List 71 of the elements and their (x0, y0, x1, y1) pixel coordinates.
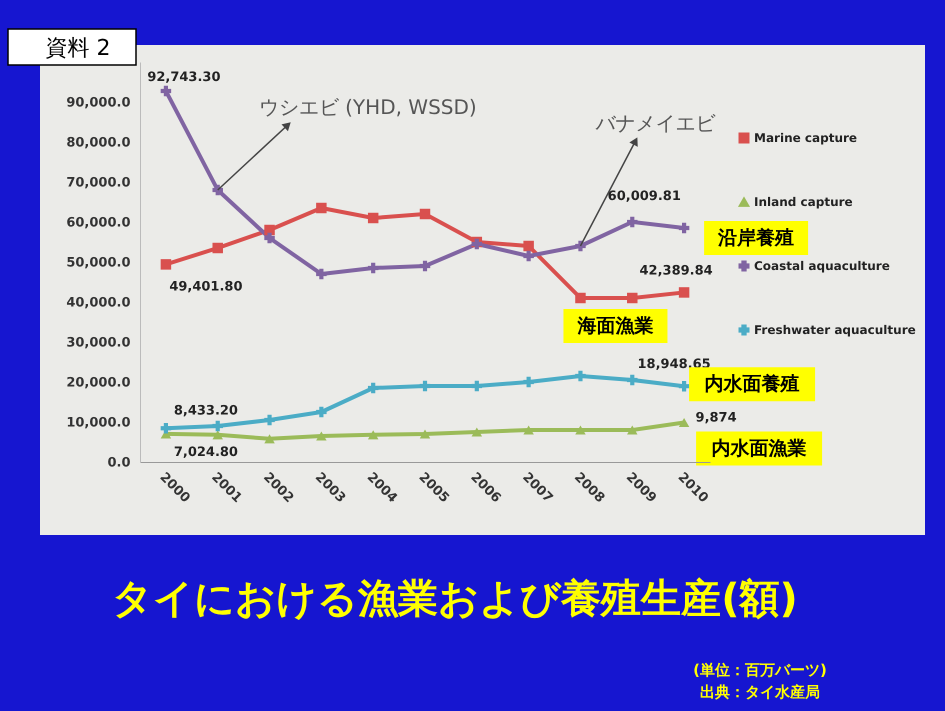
point (575, 370, 586, 382)
point (368, 430, 378, 440)
annotation: 内水面養殖 (704, 373, 800, 396)
point (316, 431, 327, 441)
y-tick-label: 10,000.0 (66, 416, 130, 430)
text: タイにおける漁業および養殖生産(額) (112, 576, 798, 622)
legend-label: Marine capture (754, 131, 858, 145)
y-tick-label: 90,000.0 (66, 96, 130, 110)
point (316, 268, 327, 280)
point (160, 86, 172, 96)
source-note: 出典：タイ水産局 (700, 683, 820, 701)
point (368, 262, 378, 274)
point (368, 382, 378, 394)
point (523, 240, 534, 252)
annotation: ウシエビ (YHD, WSSD) (258, 95, 477, 119)
legend-label: Inland capture (754, 195, 853, 209)
point (678, 380, 690, 392)
point (264, 434, 275, 444)
text: 資料 2 (46, 36, 110, 61)
annotation: バナメイエビ (594, 111, 716, 135)
annotation: 海面漁業 (576, 315, 654, 337)
legend-label: Freshwater aquaculture (754, 323, 916, 337)
point (420, 429, 430, 439)
point (472, 380, 482, 392)
point (212, 242, 223, 254)
y-tick-label: 50,000.0 (66, 256, 130, 270)
point (212, 184, 223, 196)
point (212, 430, 223, 440)
point (678, 222, 690, 234)
point (678, 418, 690, 428)
y-tick-label: 80,000.0 (66, 136, 130, 150)
text: (単位：百万バーツ) (693, 661, 827, 679)
point (420, 260, 430, 272)
point (316, 406, 327, 418)
data-label: 18,948.65 (637, 357, 711, 372)
data-label: 60,009.81 (608, 188, 681, 204)
data-label: 8,433.20 (174, 403, 238, 418)
point (368, 212, 378, 224)
point (678, 287, 690, 298)
data-label: 42,389.84 (639, 263, 713, 278)
point (472, 427, 482, 437)
y-tick-label: 60,000.0 (66, 216, 130, 230)
point (523, 376, 534, 388)
point (523, 425, 534, 435)
point (160, 423, 172, 434)
point (627, 216, 638, 228)
data-label: 92,743.30 (147, 70, 221, 86)
point (575, 425, 586, 435)
y-tick-label: 40,000.0 (66, 296, 130, 310)
point (212, 420, 223, 432)
point (627, 425, 638, 435)
y-tick-label: 0.0 (107, 456, 130, 470)
annotation: 内水面漁業 (712, 438, 807, 460)
point (523, 250, 534, 262)
data-label: 7,024.80 (174, 444, 238, 460)
point (264, 414, 275, 426)
legend-label: Coastal aquaculture (754, 259, 890, 273)
point (575, 292, 586, 304)
point (316, 202, 327, 214)
y-tick-label: 30,000.0 (66, 336, 130, 350)
y-tick-label: 20,000.0 (66, 376, 130, 390)
y-tick-label: 70,000.0 (66, 176, 130, 190)
data-label: 49,401.80 (169, 279, 243, 294)
annotation: 沿岸養殖 (717, 227, 794, 249)
data-label: 9,874 (696, 410, 737, 426)
point (420, 208, 430, 220)
point (264, 232, 275, 244)
point (160, 259, 172, 270)
point (420, 380, 430, 392)
point (627, 374, 638, 386)
point (627, 292, 638, 304)
